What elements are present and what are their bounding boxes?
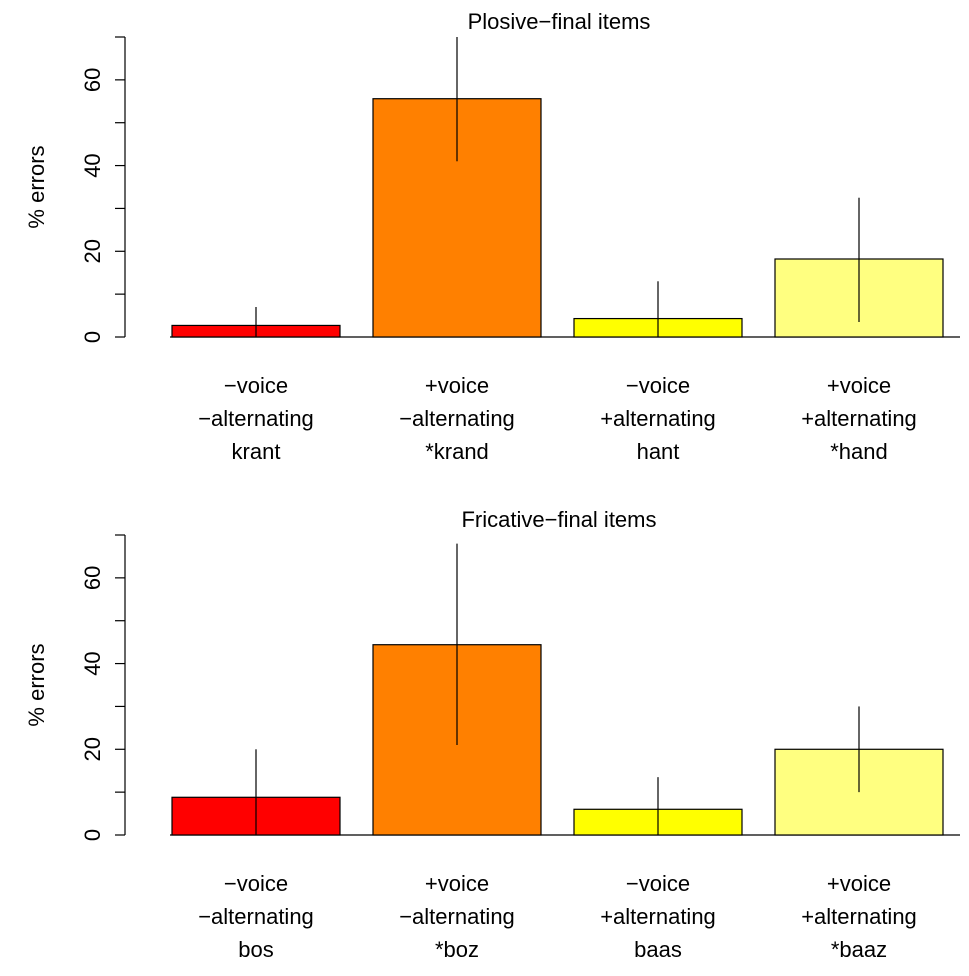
panel-2-category-label: +voice (827, 871, 891, 896)
panel-1-category-label: *hand (830, 439, 888, 464)
panel-1-category-label: +alternating (801, 406, 917, 431)
panel-1-category-label: krant (232, 439, 281, 464)
panel-1-y-axis-label: % errors (24, 145, 49, 228)
panel-1-category-label: +alternating (600, 406, 716, 431)
panel-1-category-label: −alternating (198, 406, 314, 431)
panel-1-y-tick-label: 0 (80, 331, 105, 343)
panel-1-chart-title: Plosive−final items (468, 9, 651, 34)
panel-2-category-label: −voice (224, 871, 288, 896)
panel-2-category-label: *boz (435, 937, 479, 962)
panel-1-category-label: −alternating (399, 406, 515, 431)
panel-1-y-tick-label: 40 (80, 153, 105, 177)
panel-1-category-label: +voice (425, 373, 489, 398)
panel-2-y-axis-label: % errors (24, 643, 49, 726)
panel-2-y-tick-label: 40 (80, 651, 105, 675)
panel-1-y-tick-label: 60 (80, 68, 105, 92)
panel-2-category-label: +alternating (801, 904, 917, 929)
panel-2-y-tick-label: 20 (80, 737, 105, 761)
panel-2-chart-title: Fricative−final items (461, 507, 656, 532)
panel-2-category-label: +alternating (600, 904, 716, 929)
panel-1-category-label: +voice (827, 373, 891, 398)
panel-2-y-tick-label: 60 (80, 566, 105, 590)
panel-1-y-tick-label: 20 (80, 239, 105, 263)
panel-1-category-label: *krand (425, 439, 489, 464)
panel-2-category-label: baas (634, 937, 682, 962)
panel-2-category-label: *baaz (831, 937, 887, 962)
panel-2-category-label: −alternating (399, 904, 515, 929)
panel-2-category-label: −voice (626, 871, 690, 896)
panel-1-category-label: −voice (224, 373, 288, 398)
panel-2-category-label: +voice (425, 871, 489, 896)
panel-2-category-label: −alternating (198, 904, 314, 929)
panel-2-y-tick-label: 0 (80, 829, 105, 841)
panel-2-category-label: bos (238, 937, 273, 962)
panel-1-category-label: −voice (626, 373, 690, 398)
panel-1-category-label: hant (637, 439, 680, 464)
